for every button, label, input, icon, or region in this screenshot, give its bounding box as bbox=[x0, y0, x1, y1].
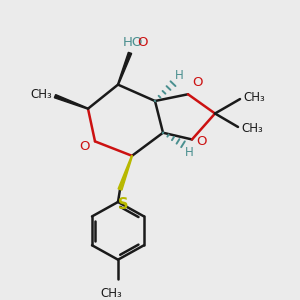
Text: S: S bbox=[118, 197, 128, 212]
Text: H: H bbox=[185, 146, 194, 159]
Polygon shape bbox=[54, 94, 88, 109]
Polygon shape bbox=[118, 156, 133, 190]
Text: O: O bbox=[137, 36, 147, 49]
Text: CH₃: CH₃ bbox=[100, 286, 122, 300]
Text: O: O bbox=[196, 135, 206, 148]
Text: O: O bbox=[80, 140, 90, 153]
Text: H: H bbox=[175, 69, 184, 82]
Text: HO: HO bbox=[123, 36, 143, 49]
Polygon shape bbox=[118, 52, 132, 85]
Text: O: O bbox=[192, 76, 202, 89]
Text: CH₃: CH₃ bbox=[30, 88, 52, 101]
Text: CH₃: CH₃ bbox=[243, 91, 265, 103]
Text: CH₃: CH₃ bbox=[241, 122, 263, 135]
